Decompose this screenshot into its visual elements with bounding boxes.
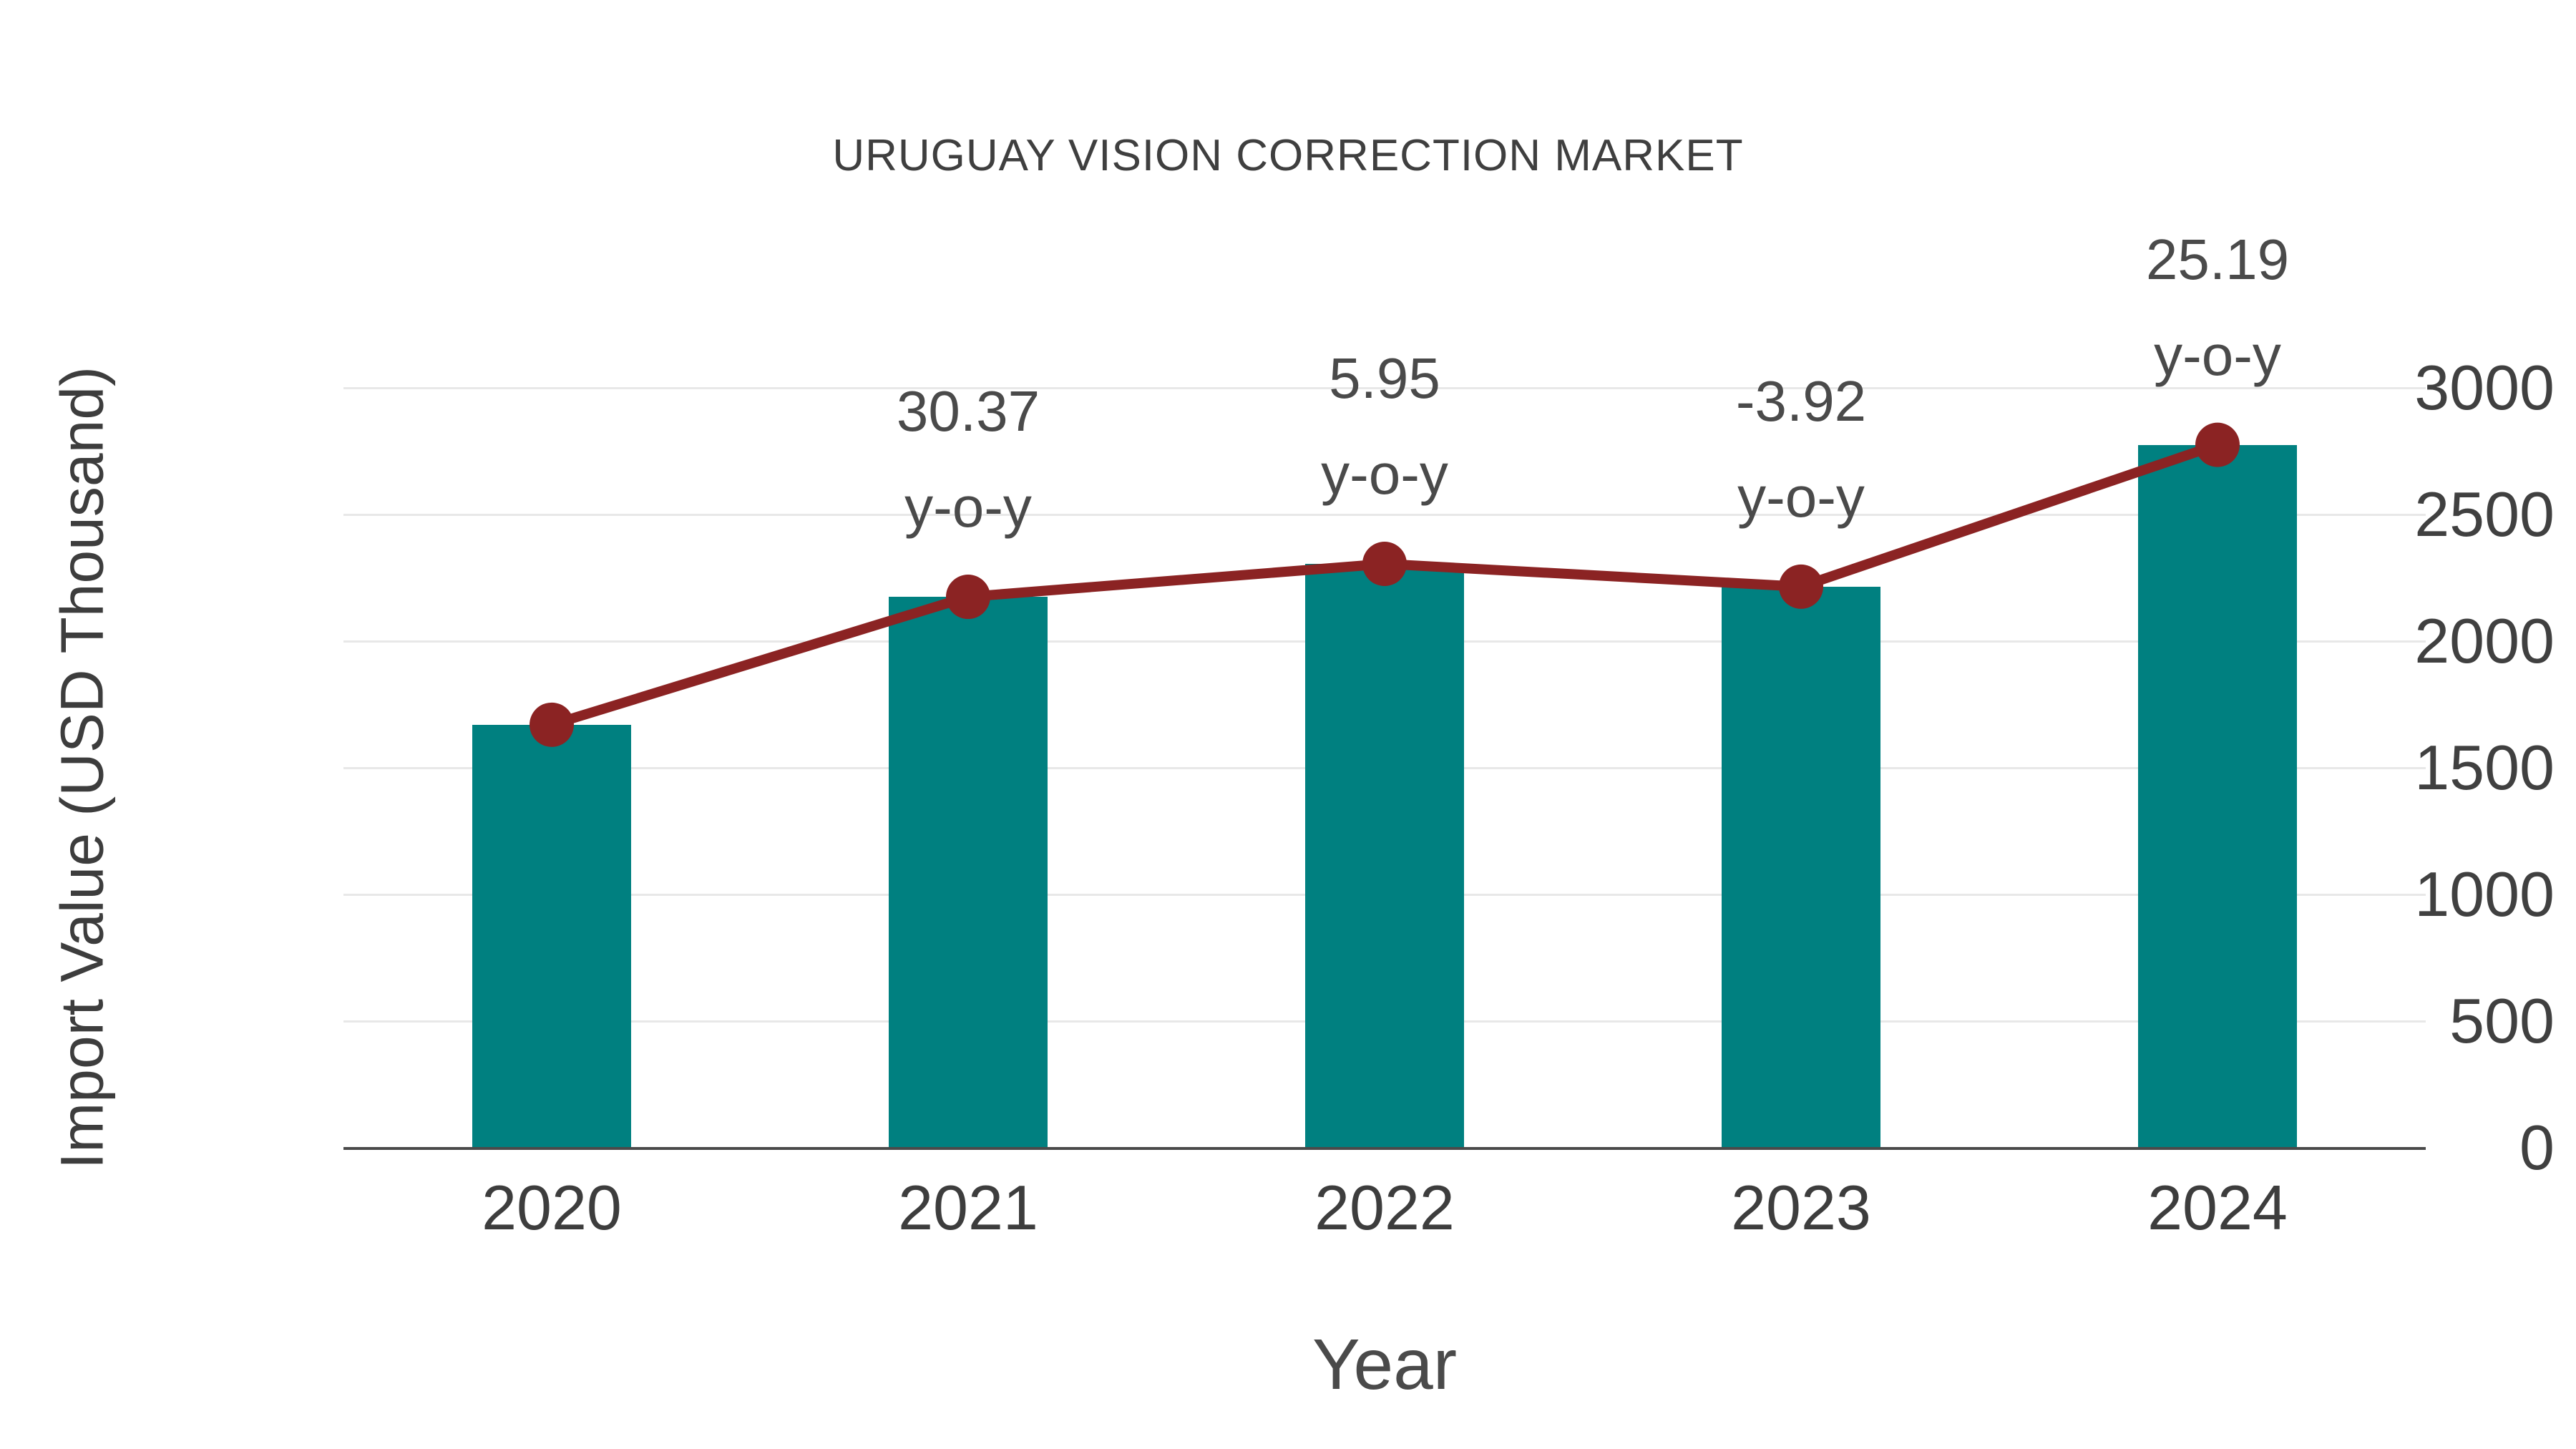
x-tick-label-2020: 2020 (482, 1172, 622, 1243)
line-marker-2021 (946, 575, 990, 620)
bar-2022 (1305, 564, 1464, 1148)
line-marker-2020 (530, 702, 574, 747)
yoy-suffix: y-o-y (1321, 442, 1448, 507)
line-marker-2024 (2195, 422, 2240, 467)
yoy-annotation-2022: 5.95 y-o-y (1134, 331, 1635, 522)
bar-2021 (889, 597, 1048, 1148)
x-tick-label-2022: 2022 (1314, 1172, 1455, 1243)
bar-2024 (2138, 444, 2297, 1148)
y-tick-label: 1500 (2414, 732, 2555, 803)
y-tick-label: 1000 (2414, 859, 2555, 930)
yoy-value: -3.92 (1735, 369, 1867, 433)
yoy-annotation-2023: -3.92 y-o-y (1551, 353, 2051, 545)
y-tick-label: 3000 (2414, 352, 2555, 423)
chart-title: URUGUAY VISION CORRECTION MARKET (832, 131, 1744, 180)
yoy-suffix: y-o-y (2154, 323, 2281, 387)
y-tick-label: 500 (2449, 985, 2555, 1056)
y-tick-label: 2500 (2414, 479, 2555, 550)
y-tick-label: 0 (2519, 1112, 2555, 1183)
y-axis-title: Import Value (USD Thousand) (48, 366, 116, 1170)
x-axis-line (343, 1146, 2426, 1150)
bar-2023 (1722, 586, 1880, 1148)
trend-line-layer (530, 422, 2240, 747)
line-marker-2023 (1779, 564, 1823, 609)
yoy-suffix: y-o-y (904, 475, 1032, 540)
x-tick-label-2024: 2024 (2147, 1172, 2288, 1243)
gridline (343, 386, 2426, 389)
x-tick-label-2021: 2021 (898, 1172, 1038, 1243)
yoy-value: 5.95 (1329, 346, 1440, 411)
bar-2020 (472, 724, 631, 1148)
x-axis-title: Year (1312, 1324, 1458, 1405)
yoy-annotation-2024: 25.19 y-o-y (1967, 212, 2468, 404)
yoy-value: 25.19 (2145, 227, 2290, 291)
x-tick-label-2023: 2023 (1731, 1172, 1871, 1243)
y-tick-label: 2000 (2414, 605, 2555, 676)
gridline (343, 513, 2426, 516)
line-marker-2022 (1362, 542, 1407, 587)
plot-area: 30.37 y-o-y 5.95 y-o-y -3.92 y-o-y 25.19 y-o-y (343, 228, 2426, 1150)
yoy-suffix: y-o-y (1737, 464, 1865, 529)
yoy-value: 30.37 (896, 379, 1040, 444)
yoy-annotation-2021: 30.37 y-o-y (718, 364, 1219, 555)
